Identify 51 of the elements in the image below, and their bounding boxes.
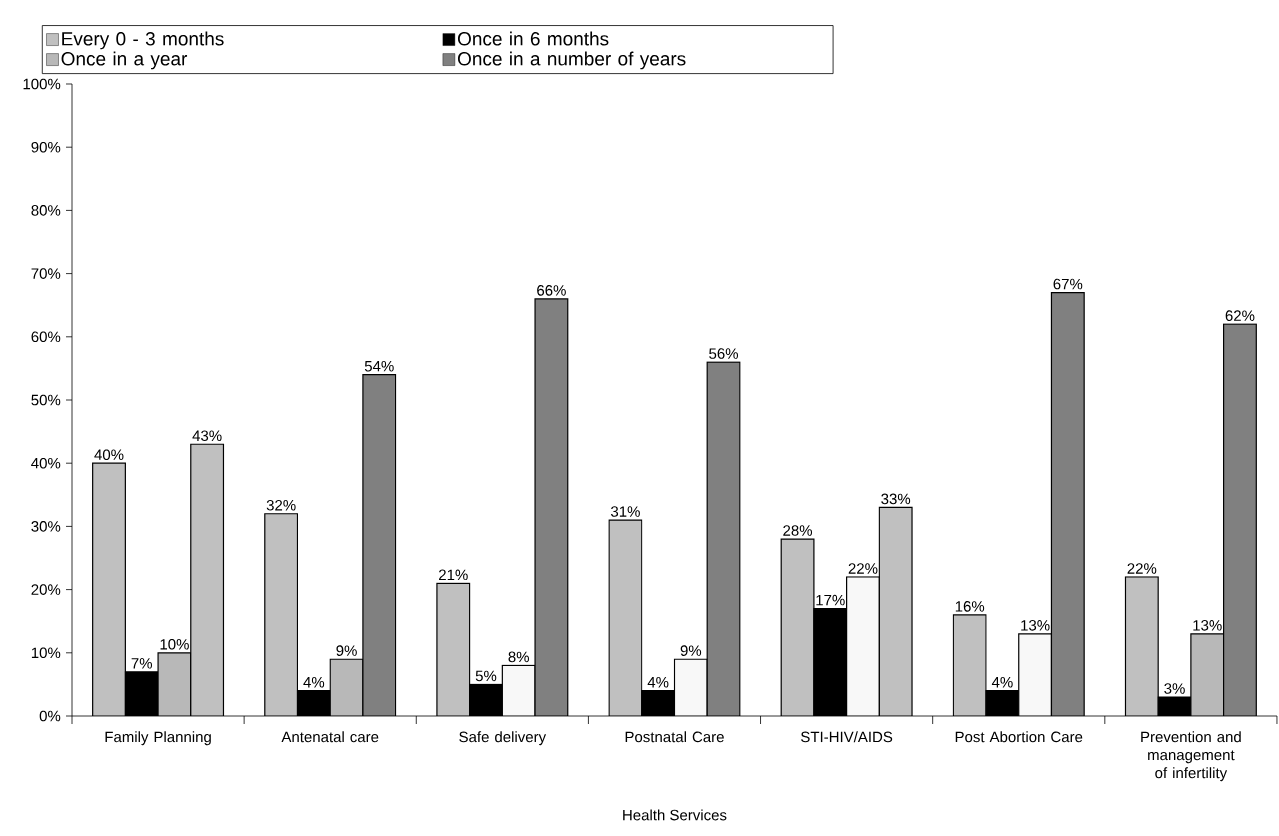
legend-label: Once in a number of years — [457, 51, 686, 70]
x-tick-label: Safe delivery — [459, 731, 547, 746]
y-tick-label: 70% — [31, 268, 61, 279]
data-label: 40% — [94, 449, 124, 460]
data-label: 16% — [955, 601, 985, 612]
data-label: 43% — [192, 430, 222, 442]
data-label: 28% — [783, 525, 813, 536]
data-label: 31% — [610, 506, 640, 517]
data-label: 4% — [991, 677, 1013, 688]
data-label: 13% — [1193, 620, 1222, 631]
y-tick-label: 10% — [31, 647, 61, 659]
data-label: 9% — [336, 645, 357, 656]
data-label: 4% — [303, 677, 325, 688]
data-label: 5% — [475, 670, 497, 682]
x-tick-label: Prevention and management of infertility — [1141, 731, 1241, 782]
data-label: 3% — [1164, 683, 1185, 694]
y-tick-label: 40% — [31, 457, 61, 469]
x-tick-label: STI-HIV/AIDS — [801, 731, 893, 743]
data-label: 66% — [537, 285, 566, 296]
data-label: 32% — [266, 499, 296, 511]
data-label: 56% — [709, 348, 738, 359]
data-label: 62% — [1225, 310, 1255, 321]
y-tick-label: 90% — [31, 141, 61, 153]
y-tick-label: 50% — [31, 394, 61, 406]
data-label: 22% — [848, 563, 878, 574]
y-tick-label: 60% — [31, 331, 61, 343]
y-tick-label: 30% — [31, 521, 61, 532]
data-label: 8% — [508, 651, 529, 663]
data-label: 21% — [439, 569, 468, 581]
data-label: 4% — [647, 677, 669, 688]
legend-label: Every 0 - 3 months — [62, 31, 224, 50]
x-tick-label: Antenatal care — [281, 731, 379, 743]
x-tick-label: Family Planning — [105, 731, 211, 746]
data-label: 7% — [131, 658, 153, 669]
data-label: 13% — [1021, 620, 1050, 631]
x-axis-title: Health Services — [623, 809, 727, 821]
data-label: 67% — [1053, 278, 1083, 290]
data-label: 17% — [816, 594, 845, 606]
data-label: 54% — [364, 360, 394, 372]
data-label: 33% — [881, 493, 911, 505]
data-label: 9% — [680, 645, 702, 656]
data-label: 10% — [160, 638, 189, 650]
y-tick-label: 100% — [23, 78, 61, 90]
y-tick-label: 20% — [31, 584, 61, 595]
x-tick-label: Post Abortion Care — [955, 731, 1083, 743]
data-label: 22% — [1127, 563, 1157, 574]
y-tick-label: 0% — [39, 710, 61, 722]
legend-label: Once in a year — [61, 51, 188, 70]
x-tick-label: Postnatal Care — [625, 731, 724, 743]
y-tick-label: 80% — [31, 205, 61, 216]
legend-label: Once in 6 months — [457, 31, 609, 46]
